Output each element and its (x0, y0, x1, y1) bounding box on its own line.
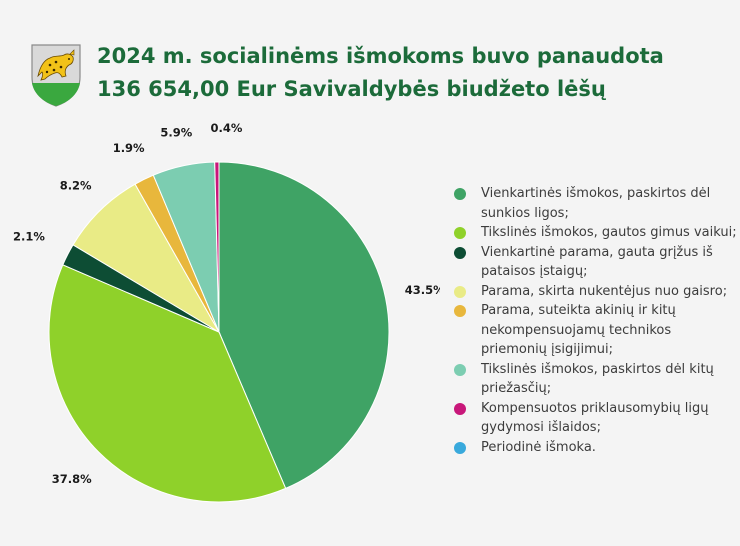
legend-label: Kompensuotos priklausomybių ligų (481, 400, 709, 416)
legend-swatch (454, 246, 466, 259)
pie-chart: 43.5% 37.8% 2.1% 8.2% 1.9% 5.9% 0.4% (13, 121, 440, 503)
municipality-crest-icon (31, 44, 81, 107)
legend-label: Periodinė išmoka. (481, 439, 596, 455)
legend-swatch (454, 188, 466, 200)
pie-slice (214, 161, 220, 333)
pie-slice (72, 183, 221, 334)
legend-item: Kompensuotos priklausomybių ligų gydymosi… (452, 399, 740, 438)
data-label: 37.8% (52, 472, 92, 486)
legend-item: Tikslinės išmokos, paskirtos dėl kitų pri… (452, 360, 740, 399)
data-label: 43.5% (405, 283, 440, 297)
legend-label: Vienkartinės išmokos, paskirtos dėl (481, 186, 711, 201)
legend-label: Parama, suteikta akinių ir kitų (481, 303, 676, 318)
chart-legend: Vienkartinės išmokos, paskirtos dėl sunki… (452, 184, 740, 457)
data-label: 5.9% (160, 126, 192, 140)
data-label: 2.1% (13, 229, 45, 243)
legend-swatch (454, 402, 466, 415)
data-label: 1.9% (113, 141, 145, 155)
legend-label: sunkios ligos; (481, 205, 569, 221)
legend-item: Tikslinės išmokos, gautos gimus vaikui; (452, 223, 740, 243)
legend-label: priemonių įsigijimui; (481, 342, 614, 357)
legend-item: Parama, skirta nukentėjus nuo gaisro; (452, 282, 740, 302)
header: 2024 m. socialinėms išmokoms buvo panaud… (0, 0, 740, 120)
legend-swatch (454, 285, 466, 298)
legend-label: Tikslinės išmokos, paskirtos dėl kitų (481, 361, 714, 377)
pie-slice (48, 264, 287, 503)
legend-label: Vienkartinė parama, gauta grįžus iš (481, 244, 713, 260)
legend-swatch (454, 227, 466, 239)
legend-item: Vienkartinės išmokos, paskirtos dėl sunki… (452, 184, 740, 223)
legend-item: Vienkartinė parama, gauta grįžus iš patai… (452, 243, 740, 282)
legend-label: pataisos įstaigų; (481, 264, 588, 279)
title-line-2: 136 654,00 Eur Savivaldybės biudžeto lėš… (97, 77, 606, 101)
legend-label: gydymosi išlaidos; (481, 420, 601, 435)
legend-label: priežasčių; (481, 381, 552, 396)
legend-label: Parama, skirta nukentėjus nuo gaisro; (481, 283, 728, 299)
page-title: 2024 m. socialinėms išmokoms buvo panaud… (97, 40, 664, 106)
legend-item: Periodinė išmoka. (452, 438, 740, 458)
data-label: 8.2% (60, 178, 92, 192)
legend-swatch (454, 441, 466, 454)
data-label: 0.4% (210, 121, 242, 135)
legend-swatch (454, 363, 466, 376)
title-line-1: 2024 m. socialinėms išmokoms buvo panaud… (97, 44, 664, 68)
legend-item: Parama, suteikta akinių ir kitų nekompens… (452, 301, 740, 360)
legend-swatch (454, 305, 466, 317)
legend-label: nekompensuojamų technikos (481, 322, 672, 338)
legend-label: Tikslinės išmokos, gautos gimus vaikui; (481, 225, 737, 240)
pie-slice (218, 161, 390, 490)
